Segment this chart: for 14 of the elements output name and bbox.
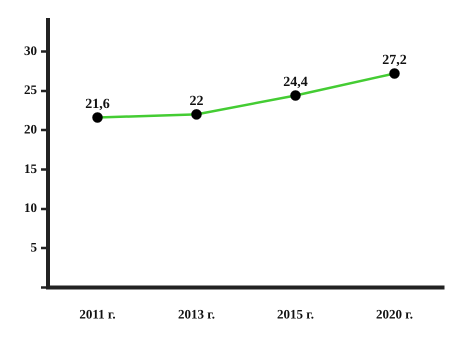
data-label: 21,6: [85, 97, 110, 112]
y-tick-label: 10: [24, 200, 37, 216]
x-tick-label: 2015 г.: [277, 306, 314, 322]
y-tick-label: 30: [24, 42, 37, 58]
data-label: 22: [190, 94, 204, 109]
x-tick-label: 2011 г.: [79, 306, 116, 322]
x-tick-label: 2013 г.: [178, 306, 215, 322]
x-tick-label: 2020 г.: [376, 306, 413, 322]
data-label: 27,2: [382, 53, 407, 68]
y-tick-label: 20: [24, 121, 37, 136]
y-tick-label: 15: [24, 160, 38, 176]
y-tick-label: 5: [30, 239, 38, 254]
data-label: 24,4: [283, 75, 308, 90]
y-tick-label: 25: [24, 82, 38, 98]
